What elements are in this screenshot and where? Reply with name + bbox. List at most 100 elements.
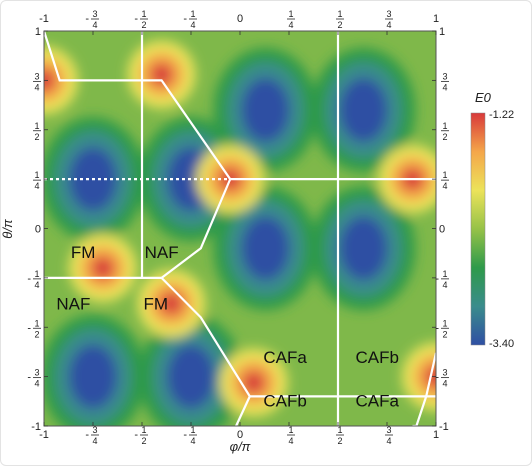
svg-text:2: 2 (337, 436, 342, 446)
energy-maximum-6 (242, 371, 265, 394)
y-tick-label-right: 1 (439, 26, 445, 38)
svg-text:-: - (134, 429, 138, 441)
svg-text:1: 1 (442, 121, 447, 131)
x-tick-label-top: 1 (433, 13, 439, 25)
svg-text:1: 1 (433, 429, 439, 441)
x-tick-label-top: 12 (336, 9, 344, 30)
svg-text:1: 1 (190, 425, 195, 435)
colorbar: E0 -1.22 -3.40 (470, 90, 514, 350)
svg-text:-1: -1 (39, 429, 49, 441)
svg-text:1: 1 (141, 9, 146, 19)
svg-text:4: 4 (190, 20, 195, 30)
svg-text:4: 4 (34, 379, 39, 389)
svg-text:-1: -1 (31, 421, 41, 433)
svg-text:4: 4 (34, 181, 39, 191)
svg-text:4: 4 (288, 436, 293, 446)
heatmap-area (44, 31, 436, 426)
x-tick-label-top: -34 (85, 9, 99, 30)
y-tick-label-right: 14 (441, 170, 449, 191)
y-axis-label: θ/π (1, 219, 15, 239)
svg-text:4: 4 (34, 280, 39, 290)
y-tick-label-left: 0 (35, 224, 41, 236)
energy-minimum-6 (69, 344, 117, 409)
energy-minimum-4 (241, 216, 290, 281)
energy-minimum-7 (167, 344, 215, 409)
energy-maximum-0 (44, 69, 55, 92)
y-tick-label-left: -14 (27, 269, 41, 290)
energy-minimum-3 (339, 78, 388, 142)
svg-text:3: 3 (34, 368, 39, 378)
svg-text:4: 4 (92, 20, 97, 30)
x-tick-label-bottom: 34 (385, 425, 393, 446)
x-tick-label-bottom: -34 (85, 425, 99, 446)
svg-text:0: 0 (237, 13, 243, 25)
svg-text:1: 1 (34, 121, 39, 131)
x-tick-label-top: 34 (385, 9, 393, 30)
y-tick-label-right: 0 (439, 224, 445, 236)
svg-text:-: - (27, 322, 31, 334)
svg-text:2: 2 (442, 329, 447, 339)
x-tick-label-bottom: 0 (237, 429, 243, 441)
phase-boundary-4 (160, 178, 232, 279)
energy-minimum-2 (241, 78, 290, 142)
x-tick-label-top: -12 (134, 9, 148, 30)
svg-text:4: 4 (190, 436, 195, 446)
svg-text:4: 4 (92, 436, 97, 446)
svg-text:3: 3 (442, 71, 447, 81)
svg-text:1: 1 (442, 170, 447, 180)
svg-text:3: 3 (34, 71, 39, 81)
svg-text:4: 4 (288, 20, 293, 30)
svg-text:2: 2 (442, 132, 447, 142)
y-tick-label-left: 1 (35, 26, 41, 38)
svg-text:0: 0 (35, 224, 41, 236)
svg-text:2: 2 (141, 20, 146, 30)
svg-text:-1: -1 (439, 421, 449, 433)
svg-text:-: - (183, 429, 187, 441)
svg-text:1: 1 (433, 13, 439, 25)
svg-text:1: 1 (442, 269, 447, 279)
energy-maximum-5 (160, 292, 183, 315)
svg-text:4: 4 (34, 82, 39, 92)
svg-text:3: 3 (92, 9, 97, 19)
x-tick-label-bottom: -14 (183, 425, 197, 446)
x-tick-label-bottom: -1 (39, 429, 49, 441)
y-tick-label-right: 12 (441, 121, 449, 142)
energy-maximum-4 (91, 257, 114, 279)
svg-text:3: 3 (386, 9, 391, 19)
x-tick-label-bottom: 1 (433, 429, 439, 441)
svg-text:4: 4 (442, 82, 447, 92)
svg-text:-: - (183, 13, 187, 25)
region-label-naf: NAF (56, 295, 90, 314)
x-tick-label-bottom: 12 (336, 425, 344, 446)
svg-text:0: 0 (237, 429, 243, 441)
y-tick-label-left: -34 (27, 368, 41, 389)
svg-text:-: - (27, 372, 31, 384)
y-tick-label-right: -14 (435, 269, 449, 290)
svg-text:-1: -1 (39, 13, 49, 25)
svg-text:1: 1 (442, 318, 447, 328)
svg-text:4: 4 (386, 20, 391, 30)
region-label-naf: NAF (145, 243, 179, 262)
svg-text:2: 2 (337, 20, 342, 30)
x-tick-label-top: -14 (183, 9, 197, 30)
svg-text:1: 1 (288, 425, 293, 435)
svg-text:4: 4 (386, 436, 391, 446)
region-label-cafb: CAFb (263, 391, 306, 410)
svg-text:1: 1 (439, 26, 445, 38)
y-tick-label-left: 12 (33, 121, 41, 142)
x-tick-label-top: 0 (237, 13, 243, 25)
svg-text:1: 1 (337, 425, 342, 435)
phase-boundaries (44, 31, 436, 426)
phase-boundary-9 (425, 352, 436, 397)
svg-text:1: 1 (337, 9, 342, 19)
svg-text:-: - (85, 13, 89, 25)
svg-text:1: 1 (190, 9, 195, 19)
svg-text:1: 1 (35, 26, 41, 38)
svg-text:1: 1 (288, 9, 293, 19)
x-tick-label-bottom: -12 (134, 425, 148, 446)
svg-text:4: 4 (442, 280, 447, 290)
phase-boundary-10 (412, 396, 428, 426)
svg-text:4: 4 (442, 181, 447, 191)
